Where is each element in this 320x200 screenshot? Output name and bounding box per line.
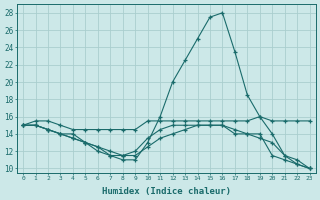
X-axis label: Humidex (Indice chaleur): Humidex (Indice chaleur) xyxy=(102,187,231,196)
